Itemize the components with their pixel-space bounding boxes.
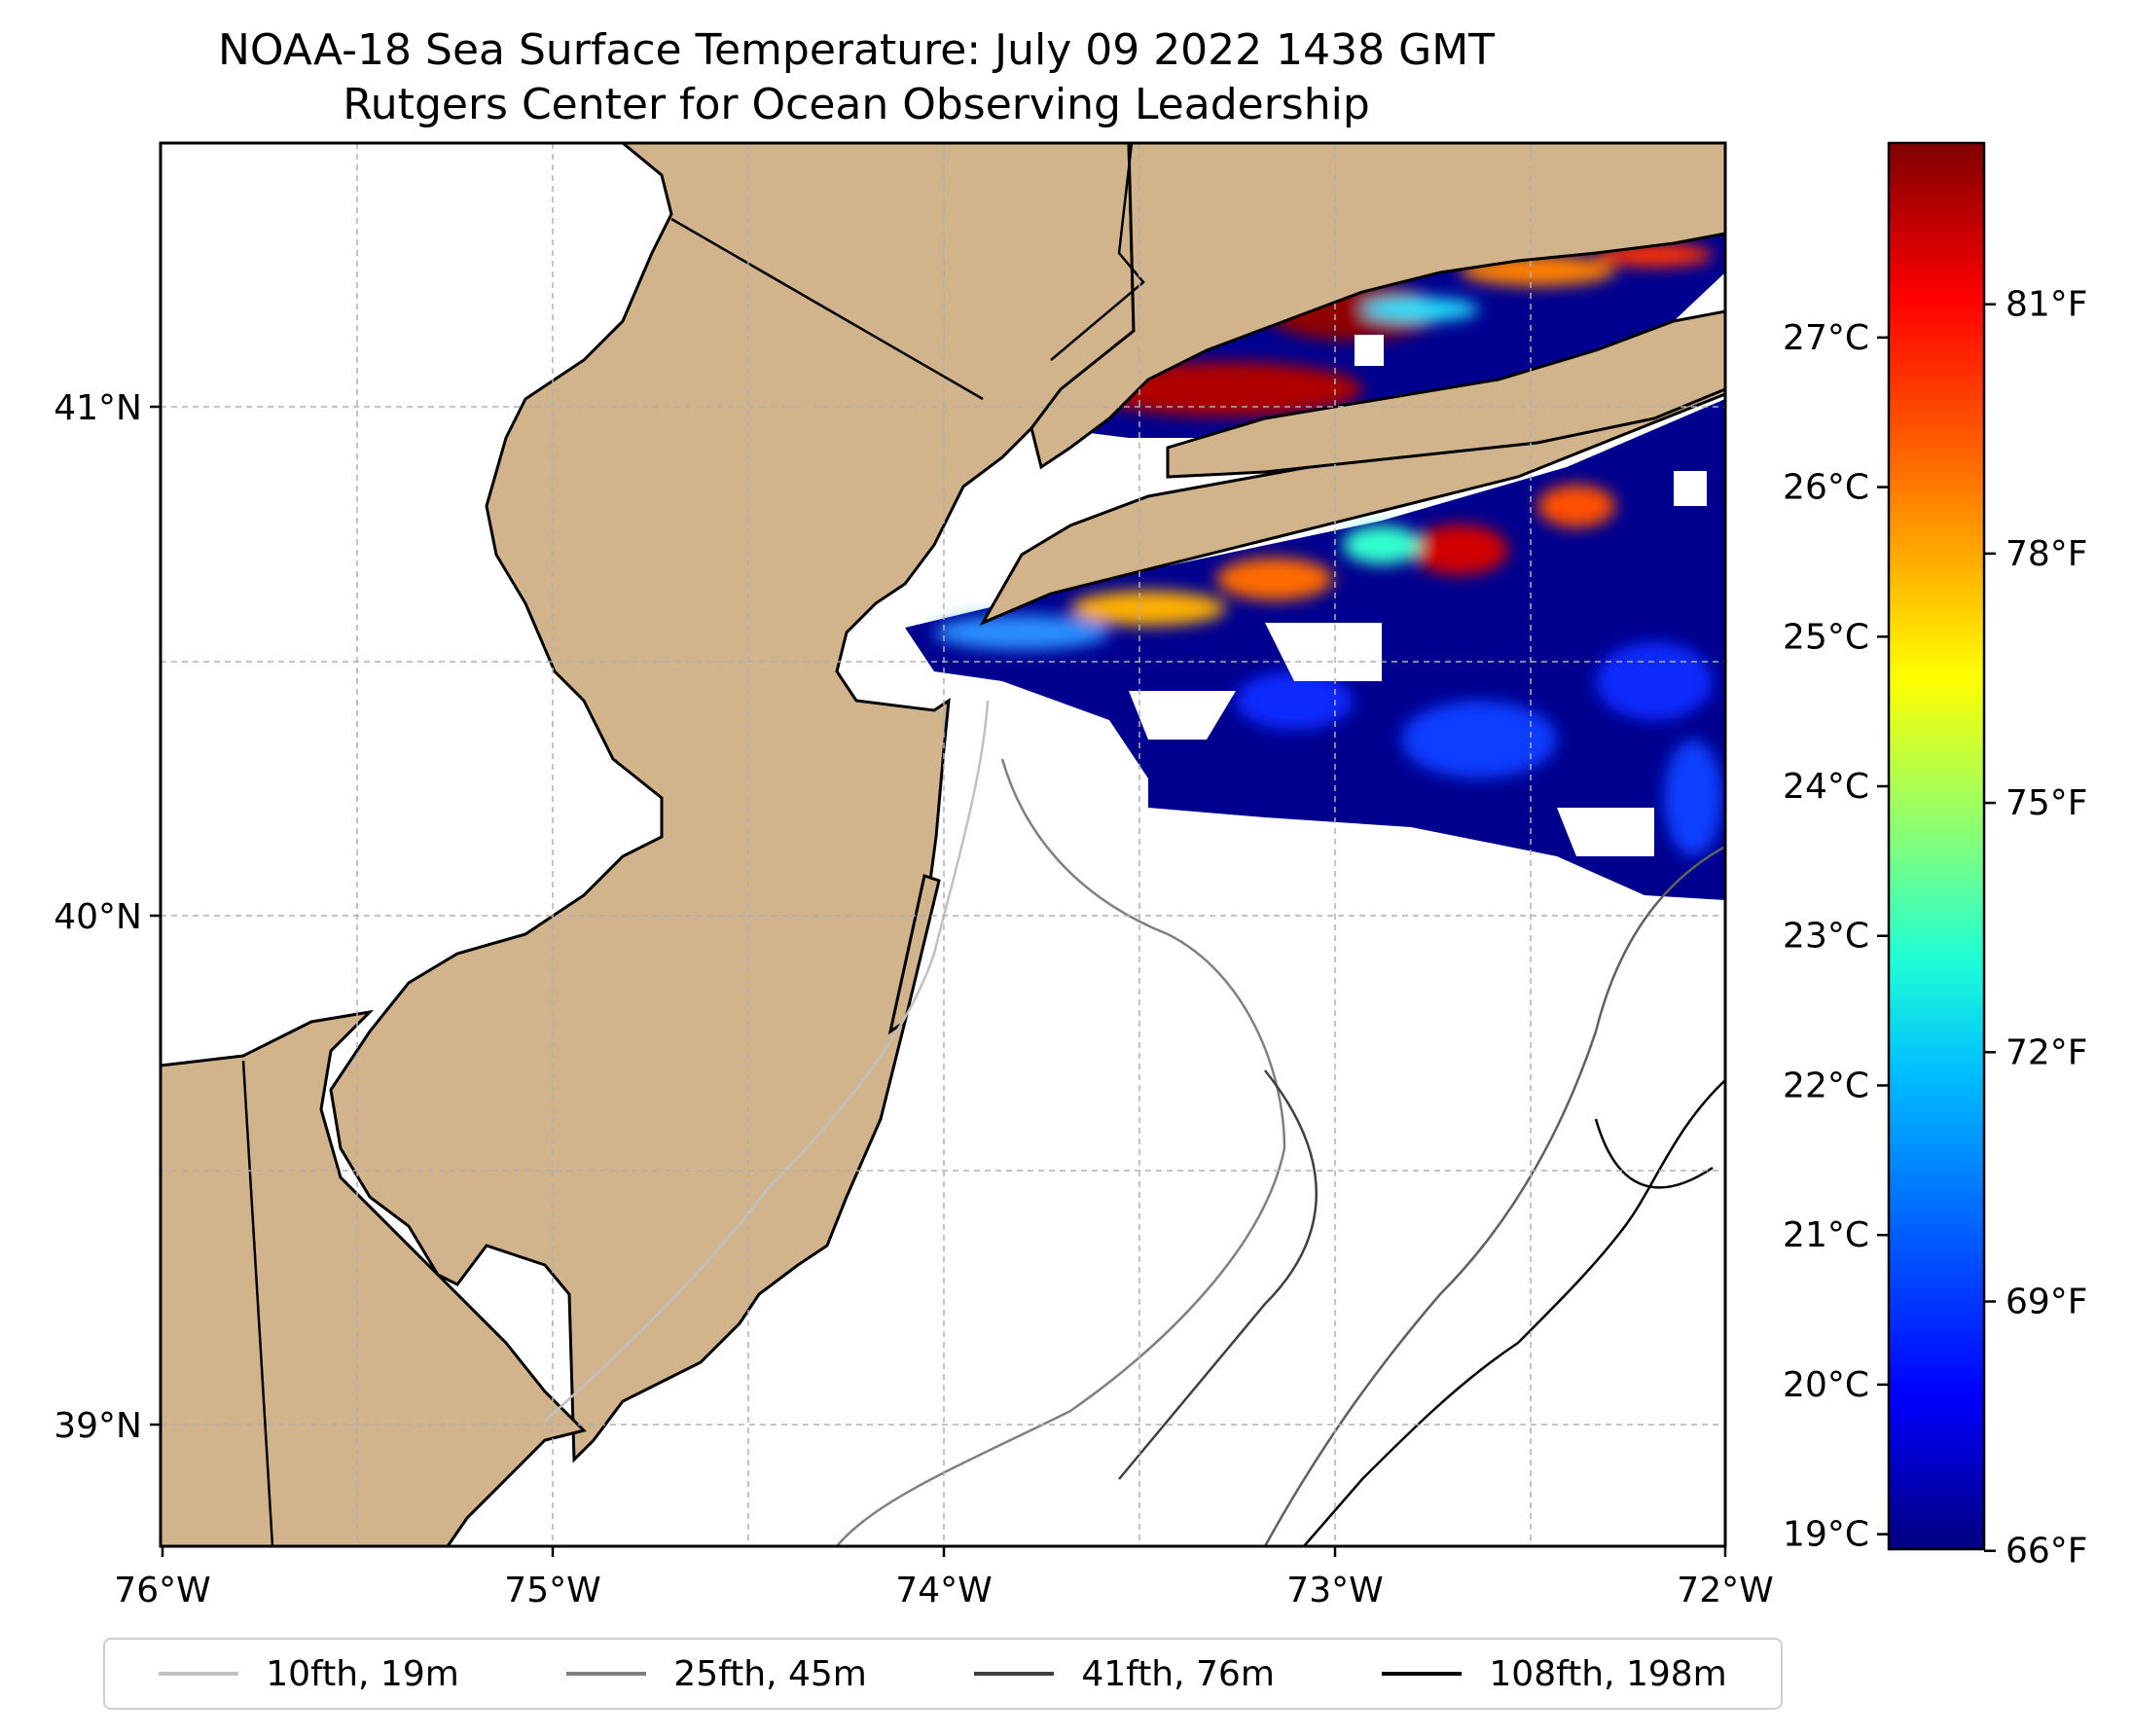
x-tick-label: 72°W	[1677, 1571, 1773, 1610]
colorbar-fahrenheit-label: 69°F	[2006, 1283, 2088, 1322]
state-border-ny-ct	[1050, 143, 1145, 361]
land-delmarva	[161, 1009, 587, 1546]
colorbar-fahrenheit-label: 78°F	[2006, 534, 2088, 574]
x-tick-label: 73°W	[1286, 1571, 1383, 1610]
colorbar-celsius-label: 27°C	[1783, 318, 1869, 358]
y-tick-label: 41°N	[54, 388, 142, 428]
legend-label: 10fth, 19m	[266, 1653, 459, 1694]
colorbar-celsius-label: 26°C	[1783, 468, 1869, 508]
land-connecticut	[1030, 143, 1725, 470]
colorbar-celsius-label: 24°C	[1783, 767, 1869, 807]
colorbar-celsius-label: 25°C	[1783, 617, 1869, 657]
legend-entry-108fth: 108fth, 198m	[1382, 1653, 1727, 1694]
colorbar-celsius-label: 21°C	[1783, 1215, 1869, 1255]
colorbar-ticks: 19°C 20°C 21°C 22°C 23°C 24°C 25°C 26°C 27°C 66°F…	[1783, 285, 2087, 1572]
y-tick-label: 39°N	[54, 1406, 142, 1446]
colorbar-fahrenheit-label: 75°F	[2006, 783, 2088, 823]
x-tick-label: 74°W	[895, 1571, 992, 1610]
map-title-line-2: Rutgers Center for Ocean Observing Leade…	[343, 80, 1370, 129]
colorbar-celsius-label: 22°C	[1783, 1066, 1869, 1105]
legend-label: 108fth, 198m	[1489, 1653, 1727, 1694]
colorbar-fahrenheit-label: 72°F	[2006, 1032, 2088, 1072]
colorbar-celsius-label: 20°C	[1783, 1365, 1869, 1405]
cloud-gap	[1674, 471, 1707, 506]
land-long-island-north	[1166, 309, 1725, 479]
isobaths	[544, 700, 1725, 1546]
state-border-md-de	[241, 1060, 274, 1546]
legend-line-swatch	[159, 1672, 239, 1676]
map-title-line-1: NOAA-18 Sea Surface Temperature: July 09…	[217, 25, 1496, 75]
y-tick-label: 40°N	[54, 897, 142, 937]
state-border-ny-nj	[670, 217, 984, 401]
isobath-legend: 10fth, 19m 25fth, 45m 41fth, 76m 108fth,…	[103, 1638, 1783, 1710]
x-tick-label: 76°W	[114, 1571, 210, 1610]
legend-line-swatch	[566, 1672, 647, 1676]
legend-entry-41fth: 41fth, 76m	[974, 1654, 1275, 1694]
legend-line-swatch	[974, 1672, 1055, 1676]
colorbar-celsius-label: 23°C	[1783, 917, 1869, 957]
colorbar-fahrenheit-label: 66°F	[2006, 1532, 2088, 1572]
barrier-island	[887, 874, 941, 1035]
land-nj-pa	[161, 143, 1136, 1464]
colorbar	[1887, 141, 1986, 1551]
legend-label: 41fth, 76m	[1081, 1653, 1275, 1694]
legend-label: 25fth, 45m	[673, 1653, 867, 1694]
x-tick-label: 75°W	[504, 1571, 600, 1610]
graticule	[161, 143, 1725, 1546]
map-area	[161, 143, 1725, 1546]
legend-entry-10fth: 10fth, 19m	[159, 1654, 459, 1694]
legend-line-swatch	[1382, 1672, 1463, 1676]
colorbar-celsius-label: 19°C	[1783, 1515, 1869, 1555]
legend-entry-25fth: 25fth, 45m	[566, 1654, 867, 1694]
sst-swath-atlantic	[905, 399, 1725, 900]
colorbar-fahrenheit-label: 81°F	[2006, 285, 2088, 325]
axis-ticks	[150, 405, 1727, 1557]
